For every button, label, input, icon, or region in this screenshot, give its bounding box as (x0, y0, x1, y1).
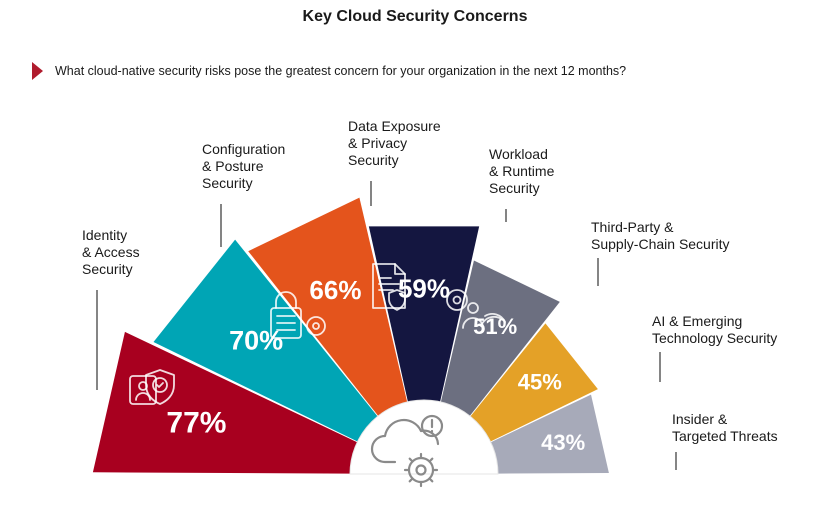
people-gear-icon (446, 289, 506, 329)
category-label: Data Exposure & Privacy Security (348, 118, 441, 168)
value-label: 70% (229, 326, 283, 356)
value-labels: 77%70%66% 59%51%45%43% (166, 274, 585, 455)
cloud-gear-alert-icon (370, 414, 444, 488)
question-row: What cloud-native security risks pose th… (32, 62, 626, 80)
segment-2 (153, 239, 378, 442)
value-label: 77% (166, 407, 226, 440)
category-labels: Identity & Access Security Configuration & P… (82, 118, 778, 444)
identity-shield-icon (129, 369, 175, 405)
leader-lines (96, 181, 677, 470)
chart-title: Key Cloud Security Concerns (302, 8, 528, 25)
value-label: 45% (518, 369, 562, 394)
center-hub (349, 399, 499, 488)
category-label: Third-Party & Supply-Chain Security (591, 219, 730, 252)
segment-3 (248, 197, 408, 416)
triangle-marker-icon (32, 62, 43, 80)
category-label: Insider & Targeted Threats (672, 411, 778, 444)
segment-1 (92, 331, 358, 474)
padlock-gear-icon (270, 291, 326, 339)
segment-6 (470, 323, 598, 442)
category-label: AI & Emerging Technology Security (652, 313, 777, 346)
segment-5 (440, 260, 560, 416)
category-label: Identity & Access Security (82, 227, 140, 277)
survey-question: What cloud-native security risks pose th… (55, 64, 627, 78)
segment-icons (129, 263, 506, 405)
segment-4 (368, 226, 480, 404)
segment-7 (490, 394, 609, 474)
document-shield-icon (372, 263, 406, 311)
category-label: Workload & Runtime Security (489, 146, 555, 196)
value-label: 43% (541, 430, 585, 455)
value-label: 66% (309, 275, 361, 305)
chart-segments (92, 197, 609, 474)
value-label: 59% (398, 274, 450, 304)
category-label: Configuration & Posture Security (202, 141, 285, 191)
